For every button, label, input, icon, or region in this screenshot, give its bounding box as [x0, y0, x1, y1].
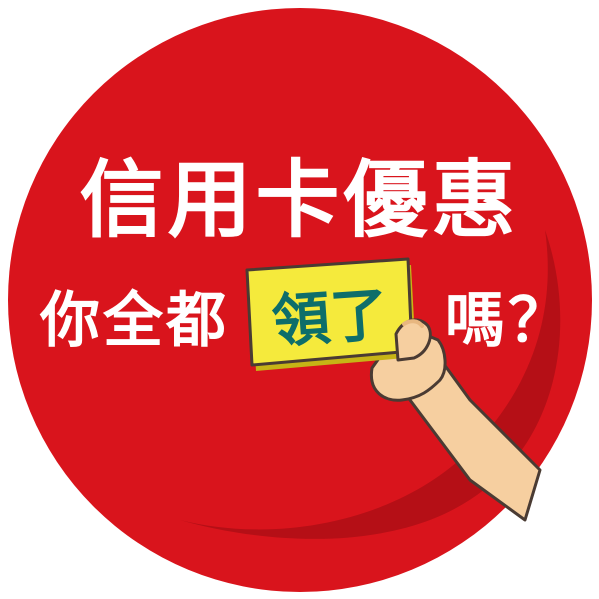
subtitle-before: 你全都: [40, 286, 229, 356]
headline: 信用卡優惠: [79, 151, 520, 249]
subtitle-after: 嗎？: [445, 286, 571, 356]
yellow-card: [245, 257, 416, 371]
highlight-text: 領了: [270, 280, 390, 356]
thumb: [394, 318, 432, 362]
